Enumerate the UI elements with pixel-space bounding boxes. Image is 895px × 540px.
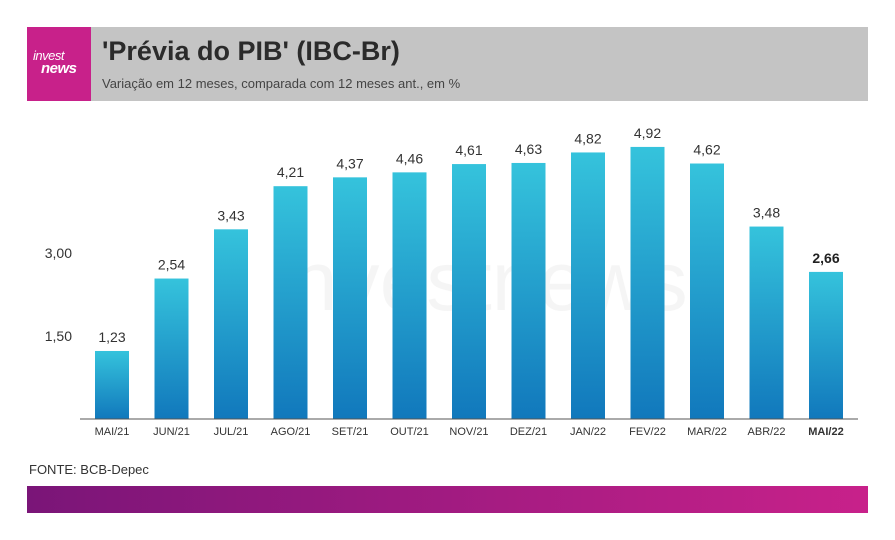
x-tick-label: OUT/21: [390, 426, 429, 438]
bar-value-label: 4,21: [277, 164, 304, 180]
x-tick-label: SET/21: [332, 426, 369, 438]
bar-value-label: 4,46: [396, 150, 423, 166]
chart-header: invest news 'Prévia do PIB' (IBC-Br) Var…: [27, 27, 868, 101]
investnews-logo: invest news: [27, 27, 91, 101]
bar: [690, 163, 724, 419]
source-note: FONTE: BCB-Depec: [29, 462, 149, 477]
bar: [392, 172, 427, 419]
logo-text-invest: invest: [33, 48, 64, 63]
bar: [452, 164, 486, 419]
x-tick-label: MAR/22: [687, 426, 727, 438]
bar: [273, 186, 308, 419]
bar-value-label: 2,66: [812, 250, 839, 266]
x-tick-label: MAI/21: [95, 426, 130, 438]
bar: [749, 226, 784, 419]
x-axis-labels: MAI/21 JUN/21 JUL/21 AGO/21 SET/21 OUT/21 NOV/…: [95, 426, 844, 438]
x-tick-label: NOV/21: [449, 426, 488, 438]
y-axis: 1,50 3,00: [45, 245, 72, 344]
logo-text-news: news: [41, 60, 77, 77]
x-tick-label: JUN/21: [153, 426, 190, 438]
bar: [154, 278, 189, 419]
x-tick-label: MAI/22: [808, 426, 843, 438]
bar: [214, 229, 248, 419]
bar: [809, 271, 843, 419]
bar-value-label: 4,92: [634, 125, 661, 141]
y-tick-label: 3,00: [45, 245, 72, 261]
bar-value-label: 4,37: [336, 155, 363, 171]
bar-value-label: 4,62: [693, 142, 720, 158]
x-tick-label: JUL/21: [214, 426, 249, 438]
bar-value-label: 3,43: [217, 207, 244, 223]
bar: [630, 146, 665, 419]
bar: [571, 152, 605, 420]
bar-value-label: 3,48: [753, 205, 780, 221]
bar-value-label: 1,23: [98, 329, 125, 345]
bar: [511, 162, 546, 419]
x-tick-label: JAN/22: [570, 426, 606, 438]
bar: [95, 350, 129, 419]
y-tick-label: 1,50: [45, 328, 72, 344]
bar-value-label: 4,63: [515, 141, 542, 157]
x-tick-label: FEV/22: [629, 426, 666, 438]
bar-value-label: 4,82: [574, 130, 601, 146]
bar-value-label: 2,54: [158, 257, 185, 273]
value-labels-group: 1,23 2,54 3,43 4,21 4,37 4,46 4,61 4,63 4,82 4,92…: [98, 125, 839, 345]
bar-value-label: 4,61: [455, 142, 482, 158]
x-tick-label: AGO/21: [271, 426, 311, 438]
bar: [333, 177, 367, 419]
chart-title: 'Prévia do PIB' (IBC-Br): [102, 36, 400, 66]
x-tick-label: ABR/22: [748, 426, 786, 438]
footer-bar: [27, 486, 868, 513]
bars-group: [95, 146, 843, 420]
chart-subtitle: Variação em 12 meses, comparada com 12 m…: [102, 76, 461, 91]
x-tick-label: DEZ/21: [510, 426, 547, 438]
